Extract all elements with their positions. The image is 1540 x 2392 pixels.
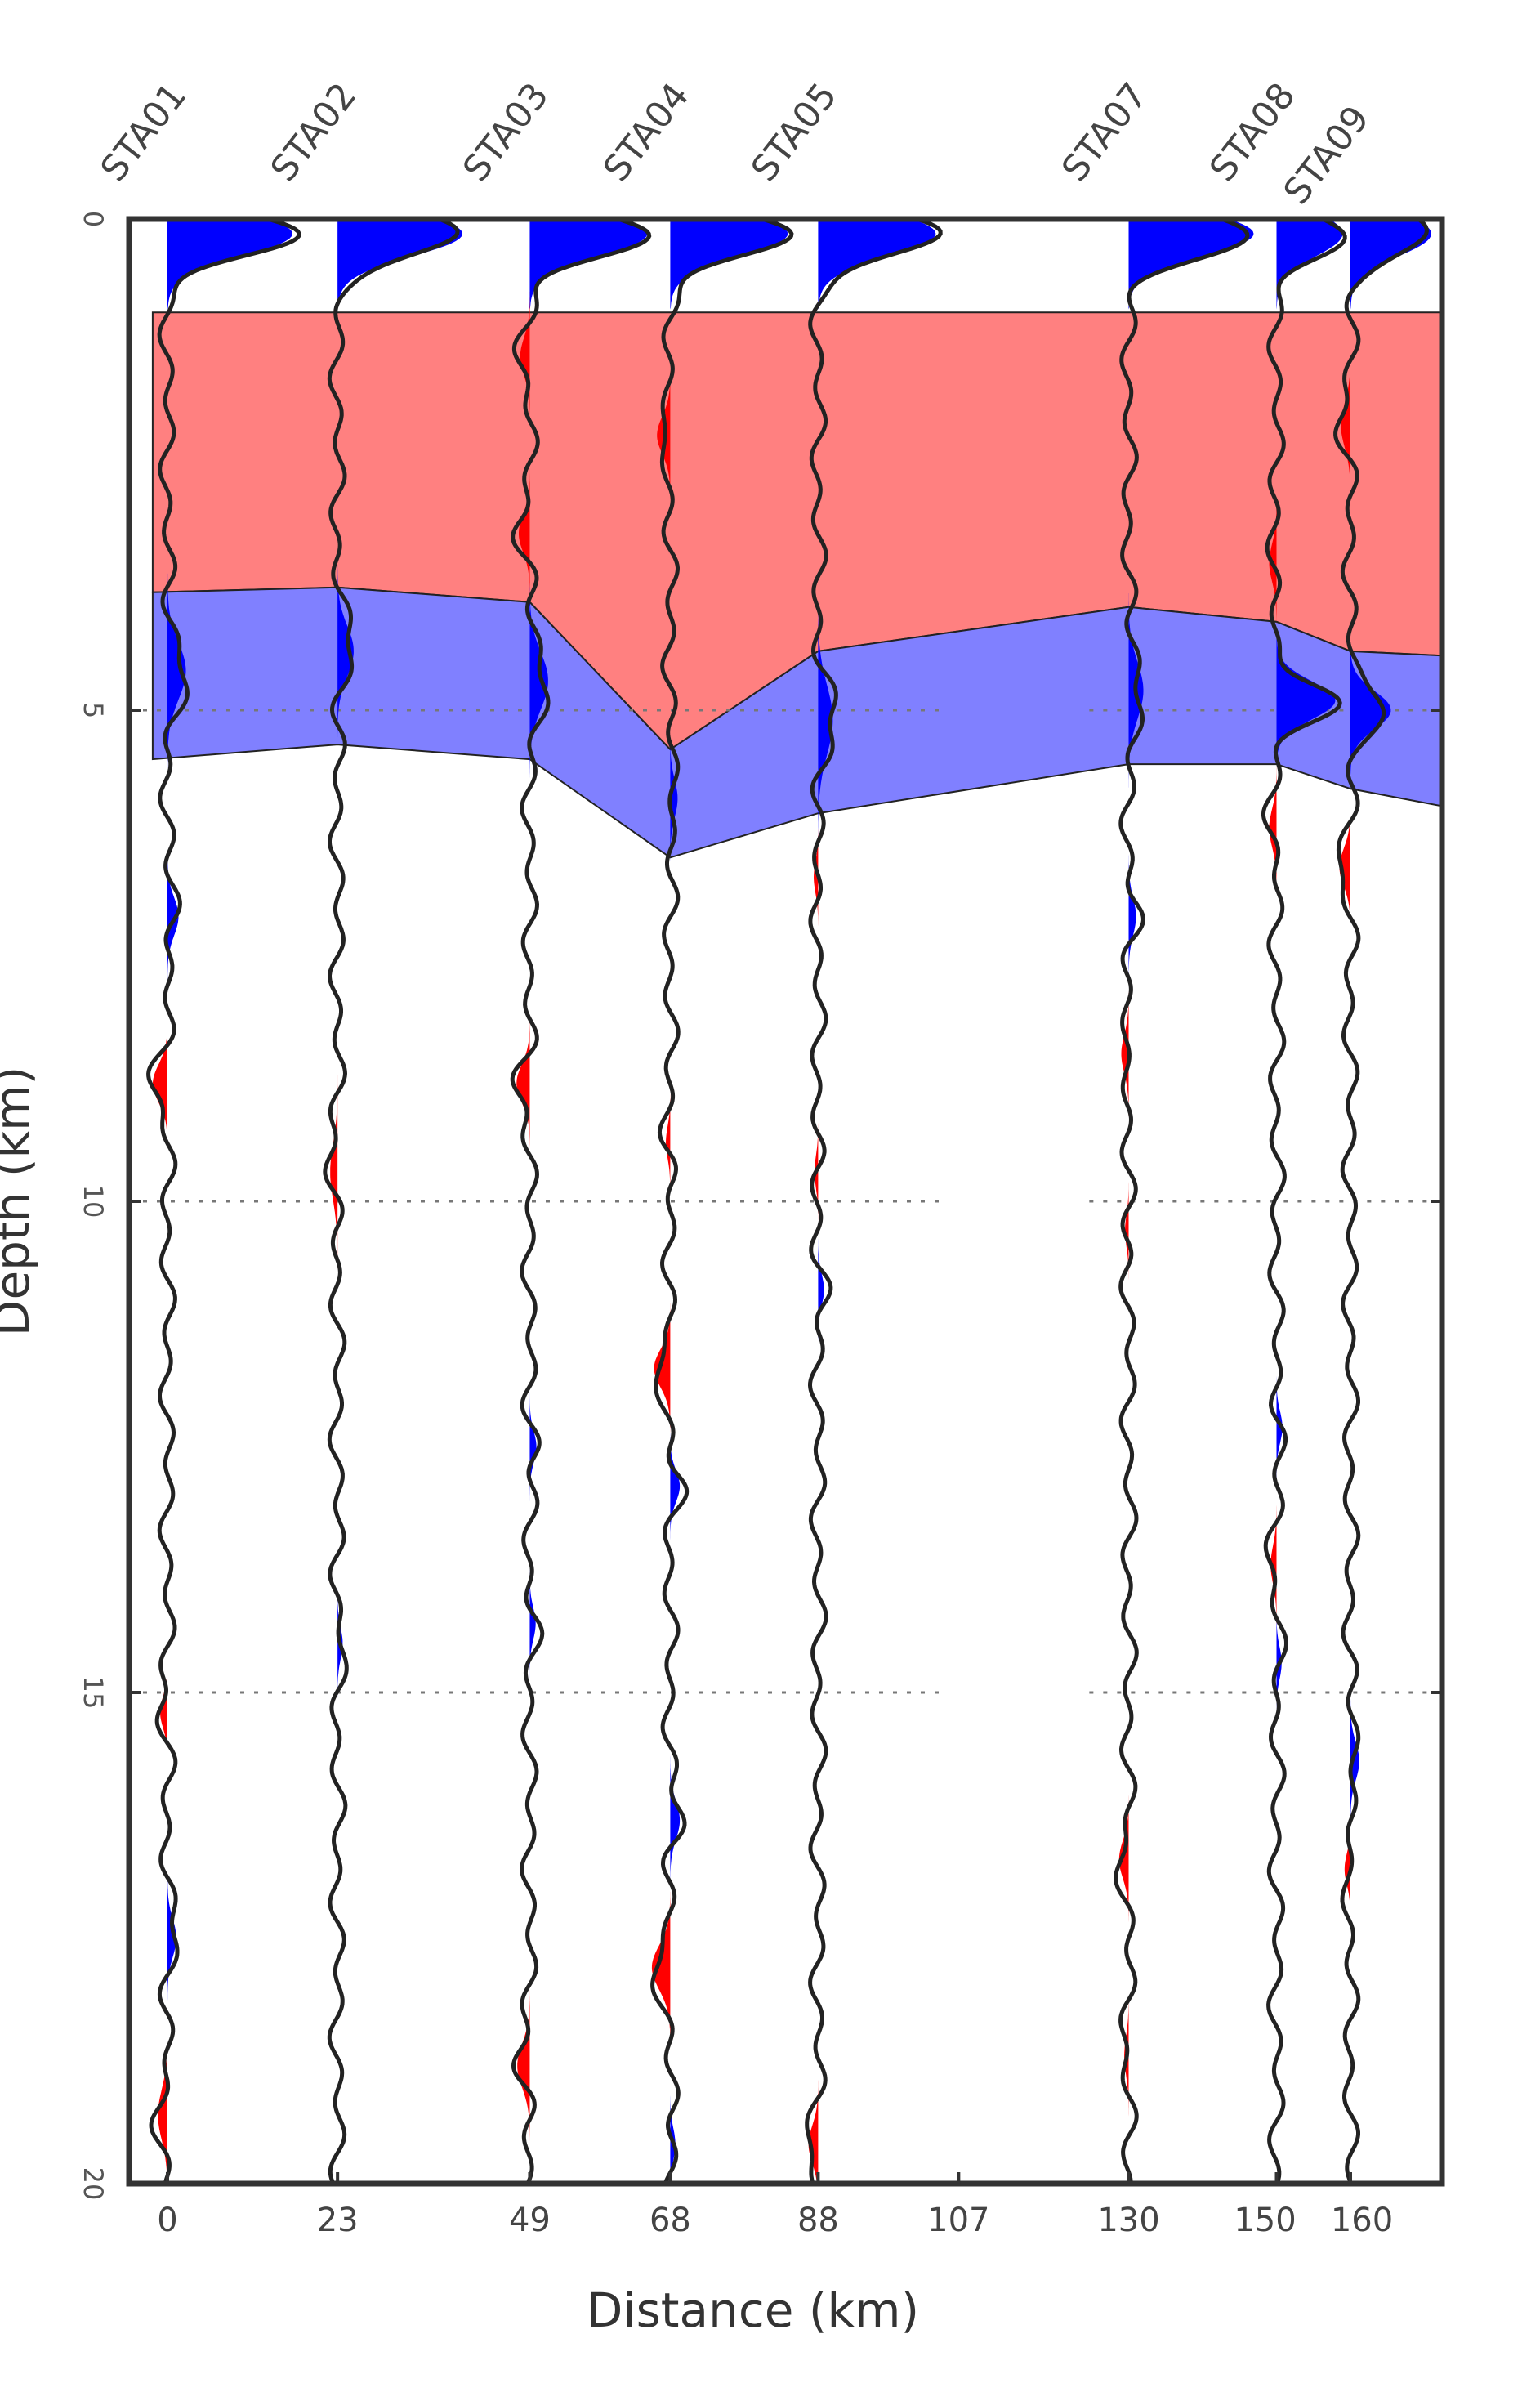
pulse-sta07-5	[1125, 1176, 1129, 1285]
pulse-sta03-5	[516, 1018, 530, 1149]
trace-sta09	[1333, 219, 1431, 2184]
y-tick-label-15: 15	[78, 1676, 109, 1710]
pulse-sta07-4	[1121, 989, 1129, 1120]
trace-sta03	[510, 219, 652, 2184]
trace-line-sta04	[650, 219, 794, 2184]
x-axis-label: Distance (km)	[587, 2282, 919, 2338]
pulse-sta03-4	[529, 583, 548, 778]
trace-line-sta03	[510, 219, 652, 2184]
pulse-sta08-3	[1276, 635, 1336, 766]
y-tick-label-0: 0	[78, 211, 109, 227]
pulse-sta04-7	[670, 1755, 681, 1885]
pulse-sta04-3	[670, 733, 678, 864]
pulse-sta05-2	[818, 601, 833, 839]
axes: 0 5 10 15 20 0 23 49 68 88 107 130 150 160	[78, 211, 1442, 2239]
trace-line-sta07	[1114, 219, 1250, 2184]
x-tick-label-0: 0	[157, 2202, 177, 2239]
station-label-sta03: STA03	[455, 75, 557, 190]
trace-line-sta09	[1333, 219, 1429, 2184]
station-label-sta04: STA04	[596, 75, 698, 190]
pulse-sta09-3	[1350, 645, 1391, 776]
trace-line-sta08	[1261, 219, 1347, 2184]
x-tick-label-49: 49	[509, 2202, 551, 2239]
layer-bands	[151, 311, 1442, 859]
pulse-sta04-6	[670, 1432, 681, 1540]
x-tick-label-160: 160	[1331, 2202, 1393, 2239]
pulse-sta01-2	[167, 573, 186, 768]
station-label-sta05: STA05	[743, 75, 846, 190]
trace-line-sta05	[805, 219, 943, 2184]
pulse-sta04-5	[654, 1303, 671, 1433]
y-tick-label-10: 10	[78, 1185, 109, 1218]
y-tick-label-5: 5	[78, 702, 109, 718]
pulse-sta05-3	[814, 823, 819, 932]
pulse-sta03-3	[519, 468, 530, 598]
y-tick-label-20: 20	[78, 2167, 109, 2201]
pulse-sta03-6	[529, 1393, 537, 1501]
pulse-sta02-2	[337, 565, 354, 738]
pulse-sta07-3	[1128, 852, 1136, 981]
trace-sta01	[146, 219, 301, 2184]
pulse-sta07-1	[1128, 219, 1254, 310]
x-tick-label-130: 130	[1097, 2202, 1159, 2239]
pulse-sta02-3	[330, 1074, 338, 1269]
pulse-sta01-6	[167, 1873, 176, 2003]
pulse-sta04-8	[651, 1892, 671, 2044]
x-tick-label-150: 150	[1234, 2202, 1296, 2239]
pulse-sta05-5	[818, 1236, 824, 1344]
pulse-sta09-2	[1341, 349, 1350, 501]
x-tick-label-88: 88	[797, 2202, 839, 2239]
pulse-sta09-5	[1350, 1696, 1359, 1826]
station-traces	[146, 219, 1431, 2184]
pulse-sta08-6	[1270, 1500, 1277, 1630]
pulse-sta01-4	[153, 1018, 167, 1149]
trace-line-sta01	[146, 219, 301, 2184]
pulse-sta08-1	[1276, 219, 1343, 310]
pulse-sta04-1	[670, 219, 788, 310]
pulse-sta03-2	[520, 291, 530, 422]
pulse-sta04-4	[666, 1088, 671, 1196]
station-label-sta02: STA02	[263, 75, 365, 190]
trace-sta07	[1114, 219, 1254, 2184]
x-tick-label-107: 107	[927, 2202, 989, 2239]
trace-sta04	[650, 219, 794, 2184]
pulse-sta03-7	[529, 1569, 536, 1678]
station-label-sta01: STA01	[92, 75, 194, 190]
pulse-sta01-5	[160, 1657, 167, 1767]
pulse-sta02-1	[337, 219, 463, 310]
pulse-sta09-4	[1339, 802, 1350, 932]
trace-line-sta02	[323, 219, 460, 2184]
trace-sta02	[323, 219, 463, 2184]
pulse-sta05-1	[818, 219, 936, 310]
y-axis-label: Depth (km)	[0, 1066, 40, 1336]
pulse-sta01-3	[167, 852, 179, 981]
pulse-sta09-6	[1344, 1815, 1350, 1924]
pulse-sta08-4	[1269, 762, 1277, 893]
x-tick-label-68: 68	[649, 2202, 691, 2239]
trace-sta08	[1261, 219, 1347, 2184]
trace-sta05	[805, 219, 943, 2184]
pulse-sta08-5	[1276, 1373, 1283, 1482]
pulse-sta01-7	[158, 2028, 167, 2184]
station-label-sta07: STA07	[1054, 75, 1156, 190]
pulse-sta03-1	[529, 219, 648, 310]
pulse-sta09-1	[1350, 219, 1431, 310]
pulse-sta07-6	[1118, 1795, 1129, 1925]
pulse-sta01-1	[167, 219, 292, 310]
pulse-sta03-8	[517, 1990, 530, 2142]
x-tick-label-23: 23	[317, 2202, 359, 2239]
